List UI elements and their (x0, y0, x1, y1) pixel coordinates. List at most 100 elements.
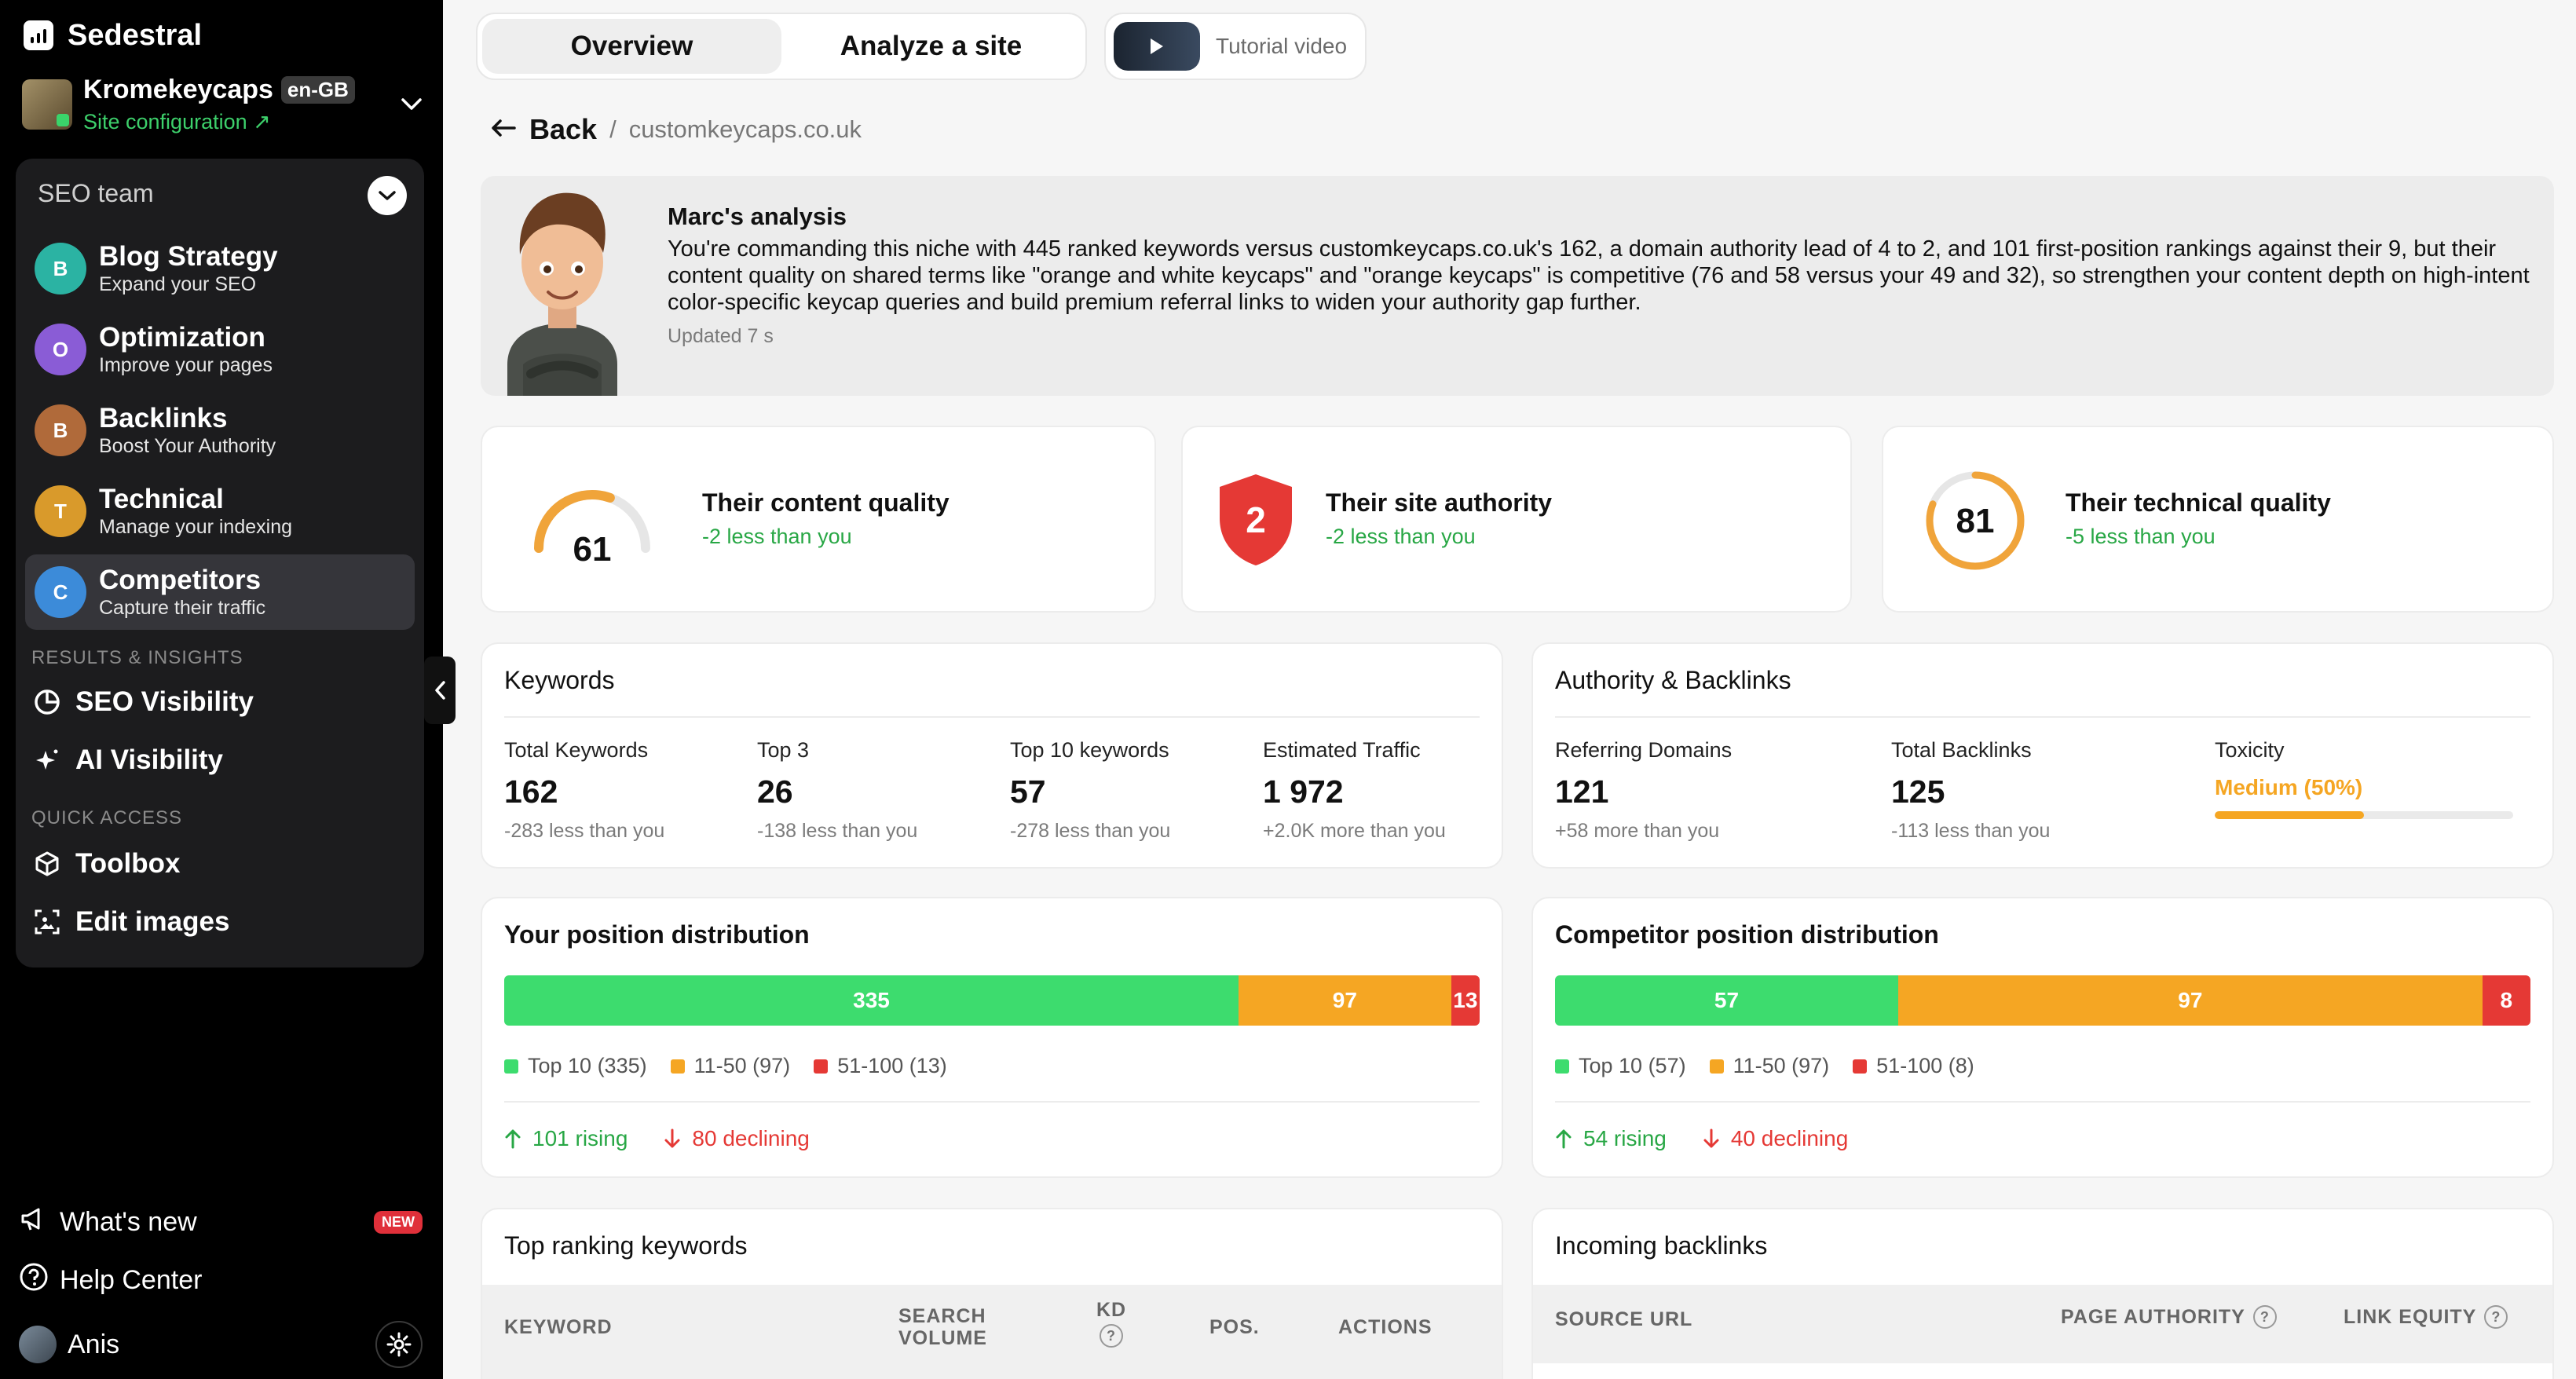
site-authority-card: 2 Their site authority -2 less than you (1181, 426, 1852, 613)
cube-icon (31, 848, 63, 880)
site-switcher[interactable]: Kromekeycaps en-GB Site configuration ↗ (22, 72, 427, 137)
technical-quality-delta: -5 less than you (2066, 525, 2216, 548)
collapse-team-button[interactable] (368, 176, 407, 215)
divider (504, 716, 1480, 718)
metric-value: 26 (757, 774, 793, 810)
agent-name: Optimization (99, 322, 265, 353)
content-quality-gauge: 61 (534, 490, 650, 569)
agent-subtitle: Expand your SEO (99, 273, 257, 295)
user-menu[interactable]: Anis (19, 1321, 423, 1368)
site-configuration-link[interactable]: Site configuration ↗ (83, 110, 271, 134)
agent-blog-strategy[interactable]: B Blog Strategy Expand your SEO (25, 231, 415, 306)
agent-technical[interactable]: T Technical Manage your indexing (25, 474, 415, 549)
col-page-authority-label: PAGE AUTHORITY (2061, 1306, 2245, 1328)
whats-new-link[interactable]: What's new NEW (19, 1198, 423, 1245)
nav-toolbox[interactable]: Toolbox (31, 840, 181, 887)
col-link-equity-label: LINK EQUITY (2344, 1306, 2477, 1328)
section-results-insights: RESULTS & INSIGHTS (31, 647, 243, 668)
col-link-equity[interactable]: LINK EQUITY? (2344, 1305, 2508, 1329)
technical-quality-title: Their technical quality (2066, 488, 2331, 517)
col-keyword[interactable]: KEYWORD (504, 1316, 613, 1338)
agent-backlinks[interactable]: B Backlinks Boost Your Authority (25, 393, 415, 468)
sparkle-icon (31, 744, 63, 776)
arrow-up-icon (1556, 1129, 1572, 1149)
gear-icon[interactable] (375, 1321, 423, 1368)
nav-label: AI Visibility (75, 744, 224, 775)
col-position[interactable]: POS. (1209, 1316, 1260, 1338)
agent-name: Backlinks (99, 403, 228, 433)
analysis-title: Marc's analysis (668, 203, 847, 230)
back-link[interactable]: Back (529, 113, 598, 145)
metric-label: Referring Domains (1555, 738, 1733, 762)
agent-name: Blog Strategy (99, 241, 278, 272)
competitor-trend: 54 rising 40 declining (1555, 1126, 1848, 1151)
avatar: T (35, 485, 86, 537)
metric-referring-domains: Referring Domains 121 +58 more than you (1555, 738, 1732, 843)
breadcrumb-separator: / (609, 115, 617, 143)
image-frame-icon (31, 906, 63, 938)
brand-logo-icon (24, 20, 53, 50)
col-search-volume-line1: SEARCH (898, 1305, 986, 1327)
help-icon[interactable]: ? (2252, 1305, 2277, 1329)
view-tabs: Overview Analyze a site (476, 13, 1087, 80)
distribution-segment-1: 97 (1898, 975, 2483, 1026)
help-icon[interactable]: ? (2484, 1305, 2508, 1329)
agent-optimization[interactable]: O Optimization Improve your pages (25, 312, 415, 387)
col-source-url[interactable]: SOURCE URL (1555, 1308, 1693, 1330)
arrow-down-icon (664, 1128, 680, 1148)
metric-label: Estimated Traffic (1263, 738, 1421, 762)
nav-ai-visibility[interactable]: AI Visibility (31, 737, 223, 784)
metric-value: 121 (1555, 774, 1609, 810)
brand[interactable]: Sedestral (24, 16, 202, 55)
new-badge: NEW (374, 1210, 423, 1234)
help-center-label: Help Center (60, 1264, 203, 1295)
col-kd-label: KD (1096, 1299, 1127, 1321)
avatar: B (35, 243, 86, 294)
sidebar: Sedestral Kromekeycaps en-GB Site configu… (0, 0, 443, 1379)
authority-card: Authority & Backlinks Referring Domains … (1531, 642, 2554, 869)
declining-indicator: 40 declining (1703, 1126, 1848, 1151)
col-page-authority[interactable]: PAGE AUTHORITY? (2061, 1305, 2277, 1329)
your-distribution-legend: Top 10 (335) 11-50 (97) 51-100 (13) (504, 1054, 947, 1078)
nav-seo-visibility[interactable]: SEO Visibility (31, 679, 254, 726)
incoming-backlinks-card: Incoming backlinks SOURCE URL PAGE AUTHO… (1531, 1208, 2554, 1379)
top-keywords-title: Top ranking keywords (504, 1231, 748, 1260)
site-logo (22, 79, 72, 130)
site-name: Kromekeycaps (83, 75, 273, 104)
chevron-down-icon[interactable] (396, 89, 427, 120)
help-center-link[interactable]: Help Center (19, 1256, 423, 1304)
analysis-updated: Updated 7 s (668, 325, 774, 347)
tutorial-video-button[interactable]: Tutorial video (1104, 13, 1367, 80)
agent-competitors[interactable]: C Competitors Capture their traffic (25, 554, 415, 630)
nav-label: Toolbox (75, 848, 181, 879)
distribution-segment-2: 8 (2482, 975, 2530, 1026)
col-kd[interactable]: KD? (1096, 1299, 1126, 1348)
agent-subtitle: Boost Your Authority (99, 435, 276, 457)
arrow-left-icon[interactable] (490, 118, 517, 142)
arrow-up-icon (505, 1129, 521, 1149)
site-lang-badge: en-GB (280, 76, 355, 104)
nav-label: SEO Visibility (75, 686, 254, 717)
col-search-volume[interactable]: SEARCH VOLUME (898, 1305, 987, 1349)
site-authority-title: Their site authority (1326, 488, 1553, 517)
avatar: B (35, 404, 86, 456)
declining-indicator: 80 declining (664, 1126, 810, 1151)
divider (504, 1101, 1480, 1103)
divider (1555, 1101, 2530, 1103)
agent-subtitle: Manage your indexing (99, 516, 292, 538)
your-distribution-bar: 335 97 13 (504, 975, 1480, 1026)
nav-edit-images[interactable]: Edit images (31, 898, 229, 946)
collapse-sidebar-button[interactable] (424, 657, 456, 724)
tab-analyze-site[interactable]: Analyze a site (840, 31, 1023, 61)
toxicity-bar-fill (2215, 811, 2364, 819)
metric-delta: -138 less than you (757, 820, 918, 842)
brand-name: Sedestral (68, 18, 203, 52)
megaphone-icon (19, 1204, 49, 1241)
tab-overview[interactable]: Overview (482, 19, 781, 74)
metric-label: Total Backlinks (1891, 738, 2032, 762)
competitor-distribution-legend: Top 10 (57) 11-50 (97) 51-100 (8) (1555, 1054, 1974, 1078)
your-distribution-title: Your position distribution (504, 920, 810, 949)
help-icon[interactable]: ? (1100, 1324, 1124, 1348)
table-header: KEYWORD SEARCH VOLUME KD? POS. ACTIONS (482, 1285, 1502, 1379)
